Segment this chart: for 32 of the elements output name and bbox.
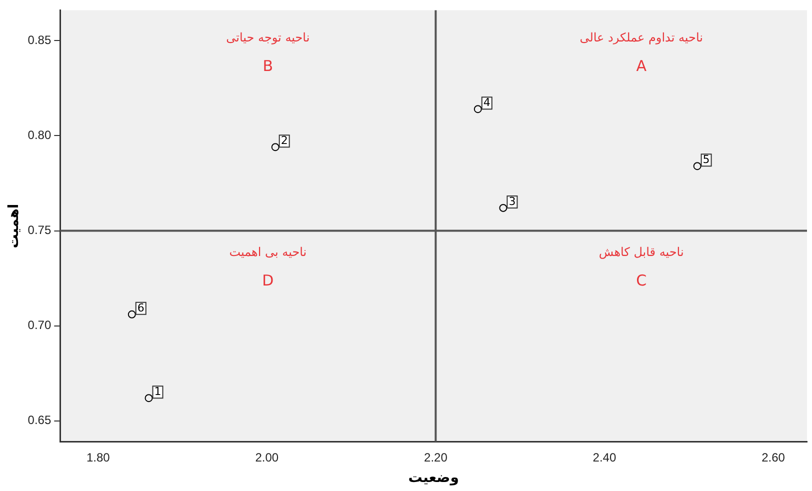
point [693,162,702,170]
point [271,143,280,152]
annotation: 3 [508,194,516,208]
y-tick-label: 0.80 [28,128,52,142]
annotation: ناحیه بی اهمیت [229,244,307,259]
annotation: D [262,272,274,290]
annotation: A [636,57,648,76]
x-tick-label: 2.20 [424,450,448,464]
point [499,204,508,212]
y-axis-title: اهمیت [6,204,22,248]
point [128,310,136,318]
y-tick-label: 0.85 [28,32,52,47]
annotation: ناحیه قابل کاهش [598,244,684,259]
annotation: 2 [280,134,288,147]
annotation: C [636,272,647,290]
annotation: 4 [483,96,490,109]
x-tick-label: 2.60 [762,450,786,464]
x-tick-label: 2.00 [255,450,279,464]
point [474,105,482,114]
annotation: ناحیه تداوم عملکرد عالی [580,30,703,44]
annotation: B [262,57,274,76]
y-tick-label: 0.75 [28,223,52,238]
annotation: ناحیه توجه حیاتی [226,30,310,44]
y-tick-label: 0.70 [28,318,52,332]
x-tick-label: 2.40 [592,450,616,464]
x-axis-title: وضعیت [408,470,459,486]
y-tick-label: 0.65 [28,413,52,428]
annotation: 1 [154,384,162,398]
annotation: 5 [702,152,710,166]
x-tick-label: 1.80 [86,450,110,464]
point [144,394,153,402]
annotation: 6 [137,301,144,314]
